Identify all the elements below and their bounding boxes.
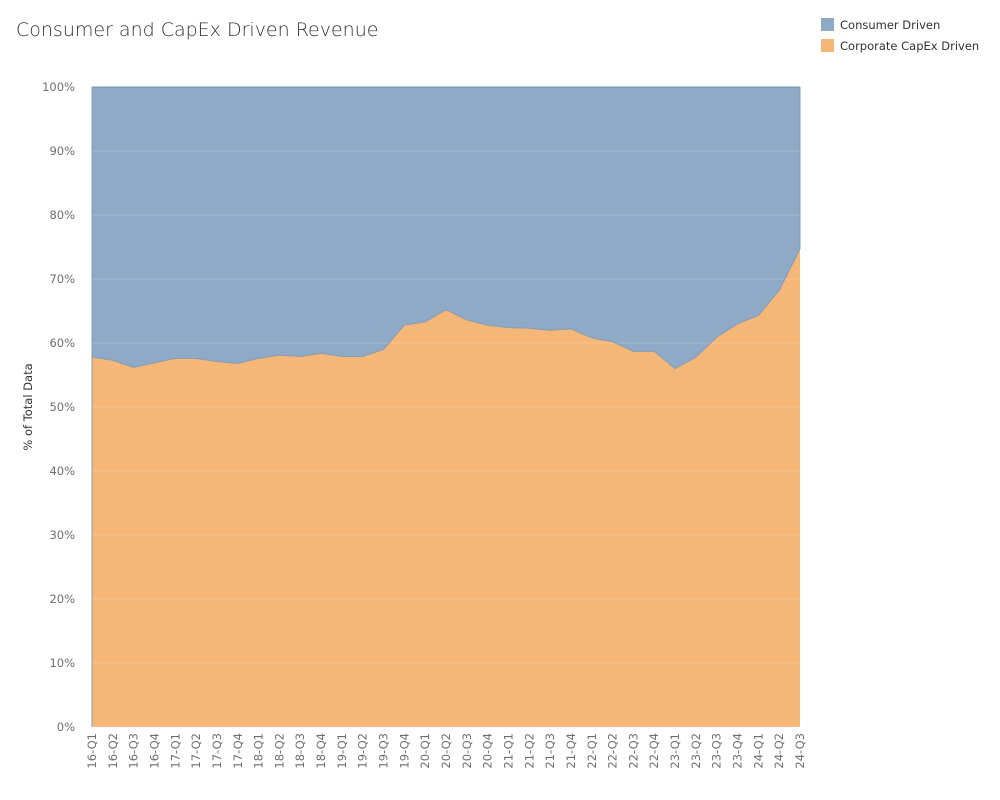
- y-tick-label: 30%: [49, 528, 75, 542]
- legend-swatch-consumer: [821, 18, 834, 31]
- x-tick-label: 22-Q3: [626, 733, 640, 769]
- y-tick-label: 90%: [49, 144, 75, 158]
- x-tick-label: 22-Q4: [647, 733, 661, 769]
- x-tick-label: 20-Q4: [481, 733, 495, 769]
- x-tick-label: 18-Q4: [314, 733, 328, 769]
- x-tick-label: 20-Q3: [460, 733, 474, 769]
- x-tick-label: 18-Q2: [272, 733, 286, 769]
- x-tick-label: 16-Q1: [85, 733, 99, 769]
- legend-item-capex[interactable]: Corporate CapEx Driven: [821, 35, 979, 56]
- x-tick-label: 16-Q4: [147, 733, 161, 769]
- y-tick-label: 0%: [57, 720, 75, 734]
- x-tick-label: 22-Q1: [585, 733, 599, 769]
- x-tick-label: 21-Q2: [522, 733, 536, 769]
- x-tick-label: 22-Q2: [606, 733, 620, 769]
- x-tick-label: 19-Q3: [377, 733, 391, 769]
- x-tick-label: 19-Q1: [335, 733, 349, 769]
- x-tick-label: 23-Q1: [668, 733, 682, 769]
- legend: Consumer Driven Corporate CapEx Driven: [821, 14, 979, 56]
- x-tick-label: 17-Q4: [231, 733, 245, 769]
- legend-swatch-capex: [821, 39, 834, 52]
- x-tick-label: 17-Q3: [210, 733, 224, 769]
- x-tick-label: 19-Q4: [397, 733, 411, 769]
- x-tick-label: 24-Q2: [772, 733, 786, 769]
- legend-label-consumer: Consumer Driven: [840, 17, 941, 32]
- x-tick-label: 19-Q2: [356, 733, 370, 769]
- x-tick-label: 23-Q2: [689, 733, 703, 769]
- x-tick-label: 16-Q2: [106, 733, 120, 769]
- legend-item-consumer[interactable]: Consumer Driven: [821, 14, 979, 35]
- x-tick-label: 24-Q1: [751, 733, 765, 769]
- x-tick-label: 16-Q3: [127, 733, 141, 769]
- x-tick-label: 21-Q1: [501, 733, 515, 769]
- y-axis-label: % of Total Data: [21, 363, 35, 450]
- area-corporate-capex-driven: [92, 248, 800, 728]
- y-tick-label: 10%: [49, 656, 75, 670]
- y-tick-label: 60%: [49, 336, 75, 350]
- legend-label-capex: Corporate CapEx Driven: [840, 38, 980, 53]
- x-tick-label: 20-Q1: [418, 733, 432, 769]
- chart-title: Consumer and CapEx Driven Revenue: [16, 19, 379, 41]
- x-tick-label: 17-Q1: [168, 733, 182, 769]
- x-tick-label: 17-Q2: [189, 733, 203, 769]
- y-tick-label: 70%: [49, 272, 75, 286]
- y-tick-label: 20%: [49, 592, 75, 606]
- x-tick-label: 18-Q3: [293, 733, 307, 769]
- line-corporate-capex-driven: [91, 248, 801, 370]
- x-tick-label: 23-Q4: [731, 733, 745, 769]
- x-tick-label: 24-Q3: [793, 733, 807, 769]
- x-tick-label: 23-Q3: [710, 733, 724, 769]
- x-tick-label: 21-Q3: [543, 733, 557, 769]
- area-consumer-driven: [92, 87, 800, 369]
- y-tick-label: 40%: [49, 464, 75, 478]
- y-tick-label: 50%: [49, 400, 75, 414]
- y-tick-label: 80%: [49, 208, 75, 222]
- y-tick-label: 100%: [42, 80, 75, 94]
- x-tick-label: 21-Q4: [564, 733, 578, 769]
- x-tick-label: 20-Q2: [439, 733, 453, 769]
- x-tick-label: 18-Q1: [252, 733, 266, 769]
